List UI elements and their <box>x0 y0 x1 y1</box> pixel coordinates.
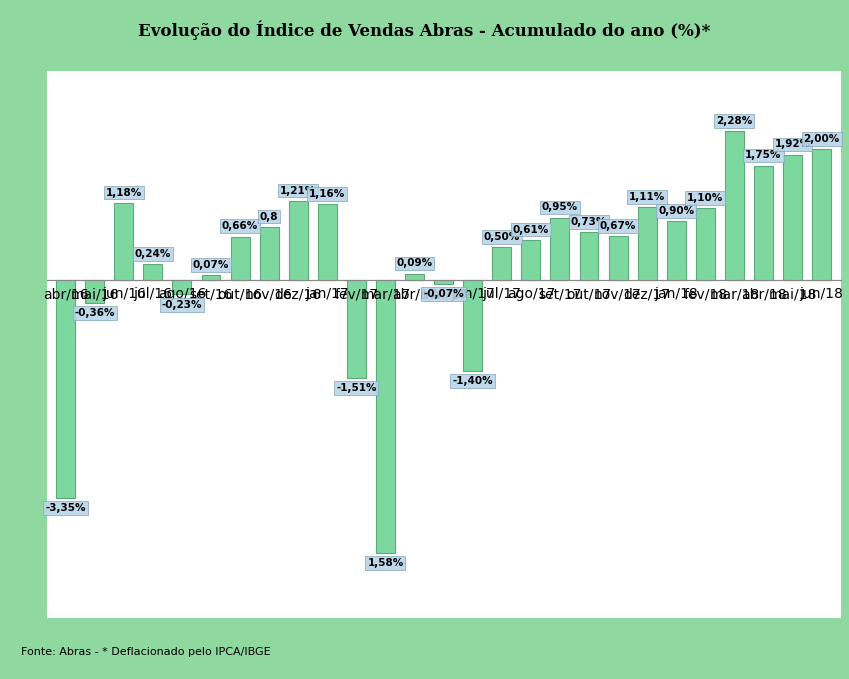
Bar <box>666 221 686 280</box>
Text: -3,35%: -3,35% <box>45 502 86 513</box>
Text: 2,28%: 2,28% <box>717 116 752 126</box>
Bar <box>289 201 307 280</box>
Text: 0,24%: 0,24% <box>135 249 171 259</box>
Bar <box>609 236 627 280</box>
Text: 1,10%: 1,10% <box>687 193 723 203</box>
Bar <box>405 274 424 280</box>
Bar <box>580 232 599 280</box>
Bar <box>754 166 773 280</box>
Bar <box>434 280 453 284</box>
Text: 1,92%: 1,92% <box>774 139 811 149</box>
Text: 1,75%: 1,75% <box>745 151 782 160</box>
Bar <box>550 218 570 280</box>
Bar <box>347 280 366 378</box>
Bar <box>638 207 656 280</box>
Bar <box>696 208 715 280</box>
Bar <box>318 204 337 280</box>
Text: 0,50%: 0,50% <box>484 232 520 242</box>
Bar <box>464 280 482 371</box>
Text: 0,90%: 0,90% <box>658 206 694 216</box>
Text: 0,73%: 0,73% <box>571 217 607 227</box>
Text: 1,16%: 1,16% <box>309 189 346 199</box>
Text: -0,23%: -0,23% <box>161 299 202 310</box>
Bar <box>260 227 278 280</box>
Bar <box>376 280 395 553</box>
Text: -1,40%: -1,40% <box>453 376 493 386</box>
Text: 1,58%: 1,58% <box>368 558 403 568</box>
Text: 1,21%: 1,21% <box>280 185 317 196</box>
Bar <box>231 236 250 280</box>
Bar <box>812 149 831 280</box>
Text: -0,36%: -0,36% <box>75 308 115 318</box>
Text: Fonte: Abras - * Deflacionado pelo IPCA/IBGE: Fonte: Abras - * Deflacionado pelo IPCA/… <box>21 647 271 657</box>
Text: 0,67%: 0,67% <box>600 221 636 231</box>
Text: 0,09%: 0,09% <box>396 259 433 268</box>
Bar <box>725 131 744 280</box>
Text: 0,66%: 0,66% <box>222 221 258 232</box>
Bar <box>492 247 511 280</box>
Text: Evolução do Índice de Vendas Abras - Acumulado do ano (%)*: Evolução do Índice de Vendas Abras - Acu… <box>138 21 711 40</box>
Text: -1,51%: -1,51% <box>336 383 377 393</box>
Text: -0,07%: -0,07% <box>424 289 464 299</box>
Text: 2,00%: 2,00% <box>803 134 840 144</box>
Bar <box>172 280 191 295</box>
Text: 0,07%: 0,07% <box>193 260 229 270</box>
Bar <box>115 203 133 280</box>
Text: 0,95%: 0,95% <box>542 202 578 213</box>
Text: 1,11%: 1,11% <box>629 192 666 202</box>
Bar <box>201 275 221 280</box>
Bar <box>143 264 162 280</box>
Text: 0,61%: 0,61% <box>513 225 549 235</box>
Text: 0,8: 0,8 <box>260 212 278 221</box>
Text: 1,18%: 1,18% <box>105 187 142 198</box>
Bar <box>85 280 104 303</box>
Bar <box>521 240 540 280</box>
Bar <box>783 155 802 280</box>
Bar <box>56 280 75 498</box>
